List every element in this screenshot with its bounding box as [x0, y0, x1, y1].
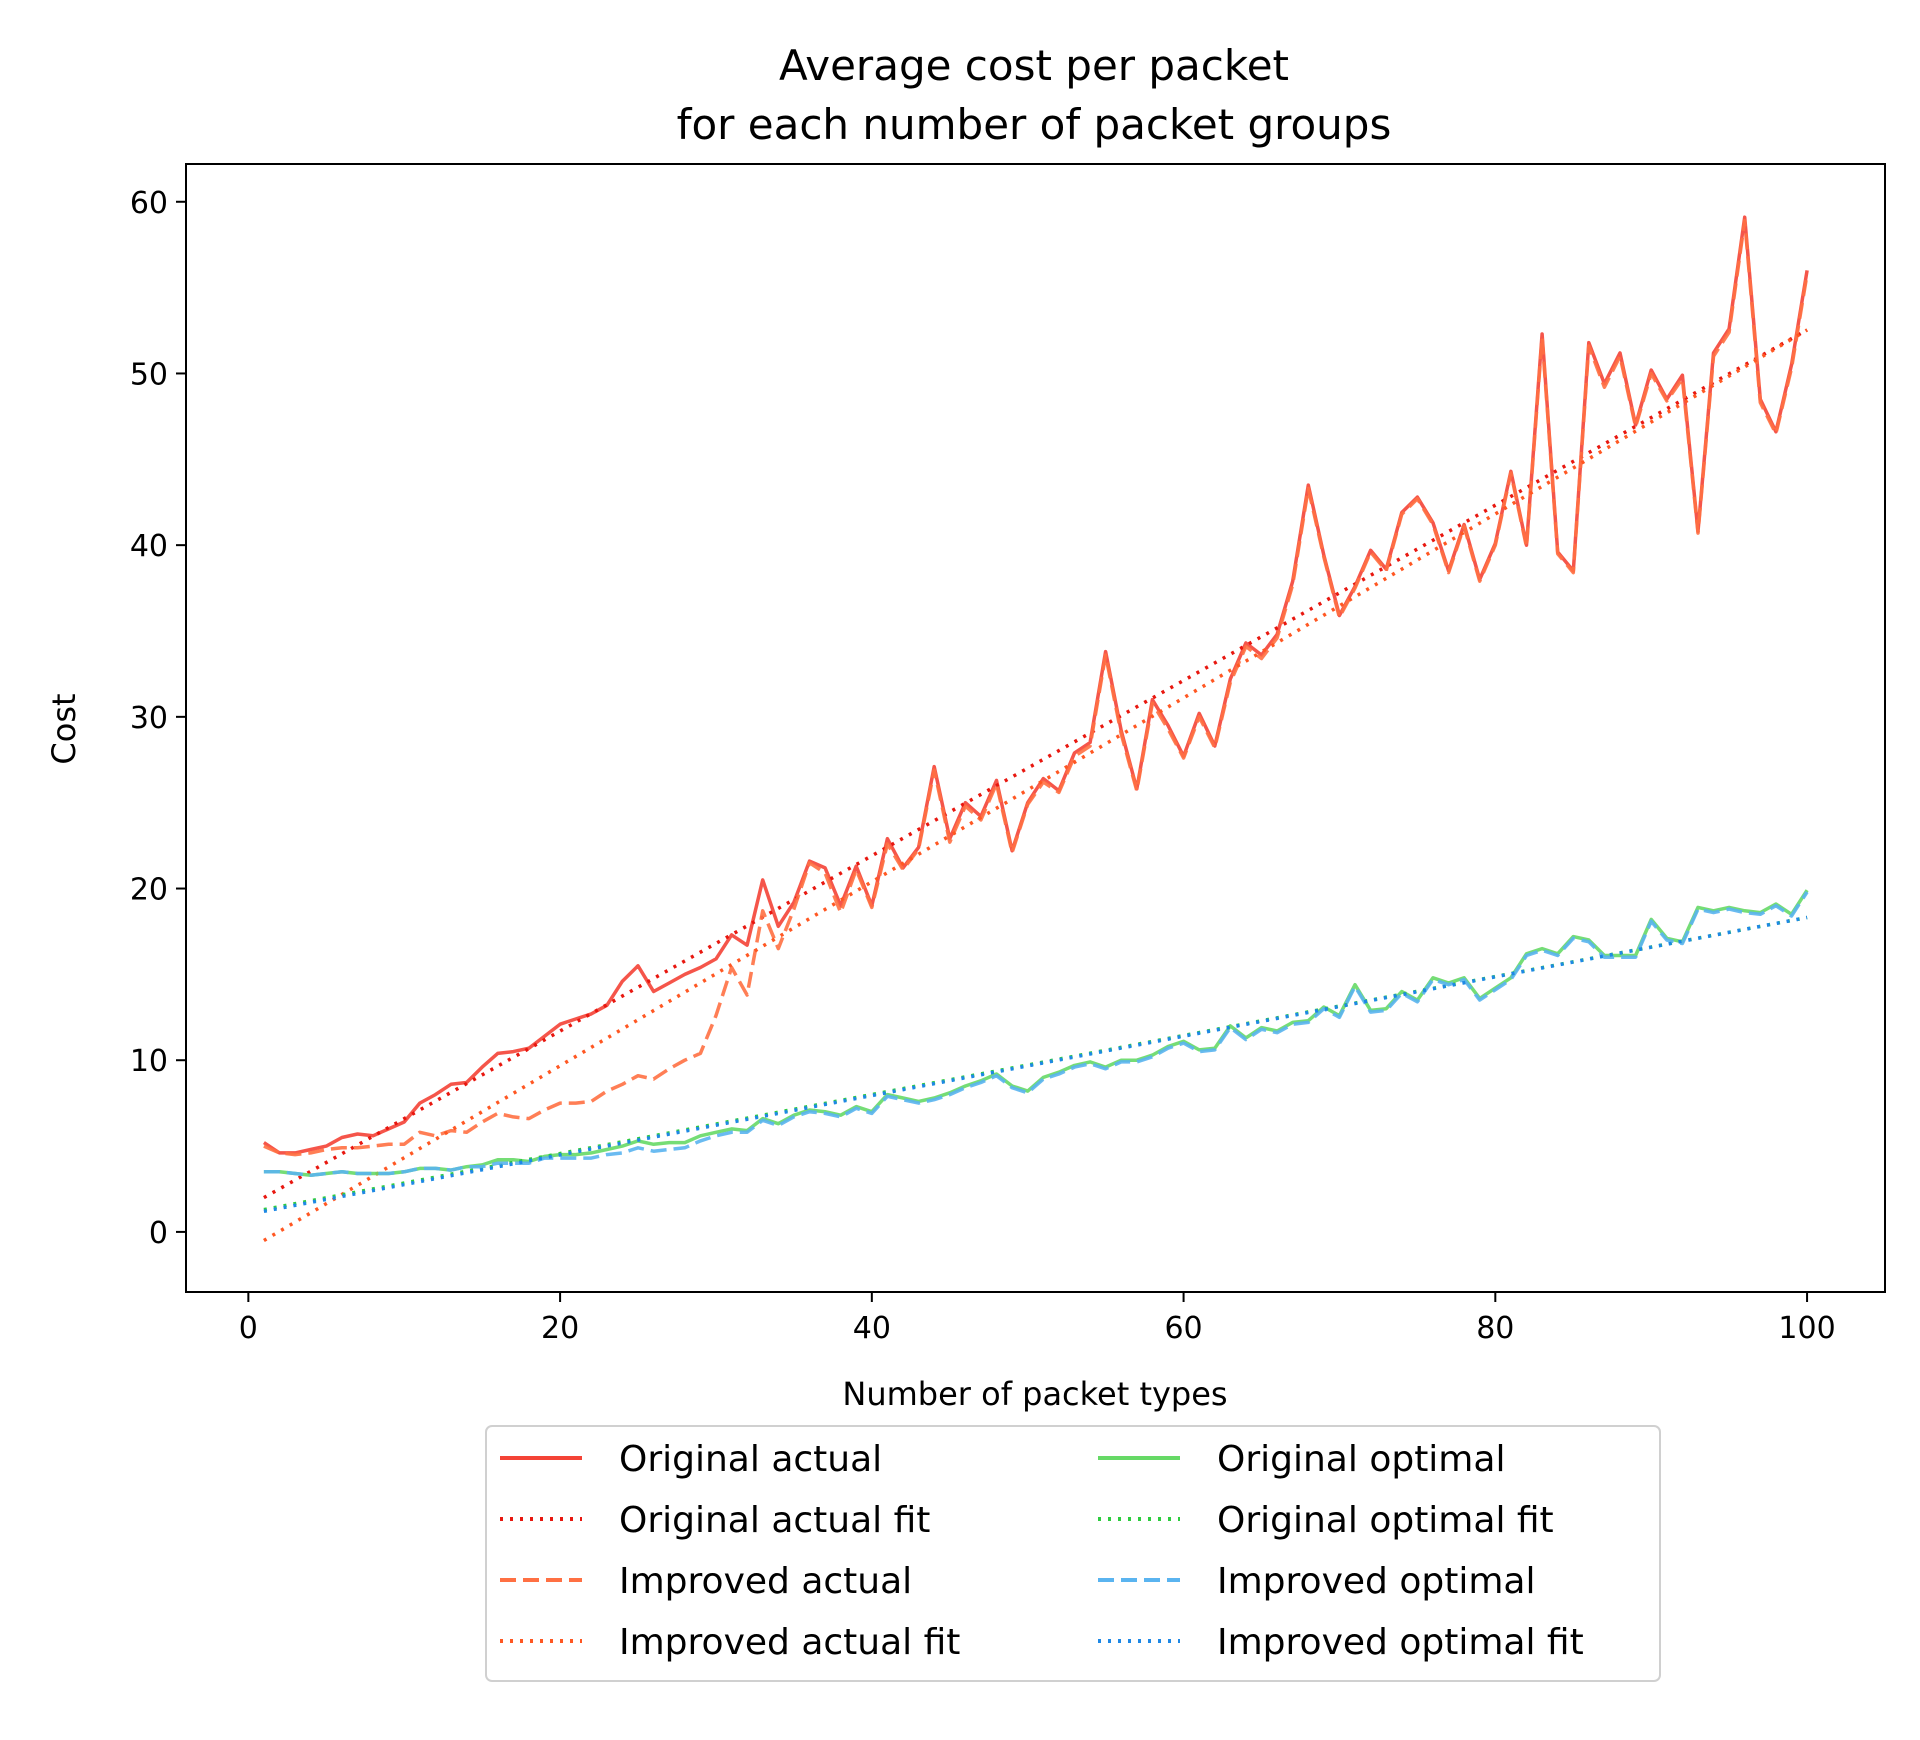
y-tick-label: 40: [130, 529, 168, 564]
series-layer: [262, 215, 1809, 1243]
chart-title-line-1: Average cost per packet: [779, 41, 1289, 90]
y-tick-label: 0: [149, 1216, 168, 1251]
legend-label-improved-actual: Improved actual: [619, 1561, 912, 1602]
legend-frame: [485, 1425, 1661, 1682]
legend-label-improved-optimal: Improved optimal: [1217, 1561, 1535, 1602]
x-tick-label: 40: [853, 1311, 891, 1346]
series-improved-actual: [263, 218, 1809, 1157]
y-tick-label: 50: [130, 357, 168, 392]
x-tick-label: 0: [239, 1311, 258, 1346]
x-tick-label: 100: [1778, 1311, 1835, 1346]
x-tick-label: 60: [1164, 1311, 1202, 1346]
legend-label-original-optimal: Original optimal: [1217, 1439, 1505, 1480]
x-axis: 0 20 40 60 80 100: [239, 1292, 1836, 1346]
chart-title-line-2: for each number of packet groups: [677, 100, 1392, 149]
legend-label-original-actual-fit: Original actual fit: [619, 1500, 930, 1541]
y-tick-label: 30: [130, 701, 168, 736]
y-tick-label: 20: [130, 873, 168, 908]
legend: Original actual Original actual fit Improv…: [485, 1425, 1661, 1682]
y-tick-label: 60: [130, 186, 168, 221]
legend-label-improved-actual-fit: Improved actual fit: [619, 1622, 960, 1663]
plot-frame: [185, 163, 1886, 1293]
y-axis-label: Cost: [45, 693, 83, 764]
x-axis-label: Number of packet types: [842, 1375, 1227, 1413]
legend-label-original-optimal-fit: Original optimal fit: [1217, 1500, 1554, 1541]
x-tick-label: 20: [541, 1311, 579, 1346]
y-axis: 0 10 20 30 40 50 60: [130, 186, 186, 1251]
y-tick-label: 10: [130, 1044, 168, 1079]
legend-label-improved-optimal-fit: Improved optimal fit: [1217, 1622, 1584, 1663]
legend-label-original-actual: Original actual: [619, 1439, 882, 1480]
x-tick-label: 80: [1476, 1311, 1514, 1346]
series-improved-optimal-fit: [263, 915, 1808, 1214]
